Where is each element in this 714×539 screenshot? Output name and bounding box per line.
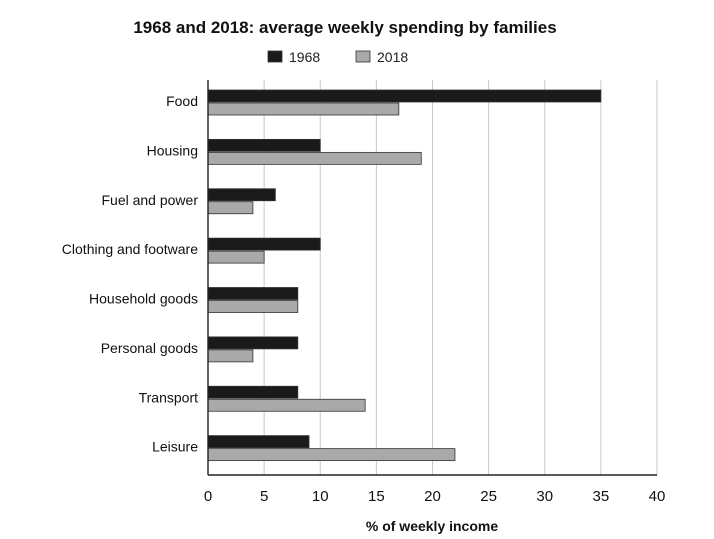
category-label-leisure: Leisure [152, 439, 198, 455]
x-tick-label-15: 15 [368, 488, 385, 505]
category-label-clothing-and-footware: Clothing and footware [62, 241, 198, 257]
legend-label-1968: 1968 [289, 49, 320, 65]
bar-1968-housing [207, 138, 321, 152]
bar-2018-transport [207, 398, 366, 412]
bar-1968-fuel-and-power [207, 188, 276, 202]
gridlines [263, 80, 658, 475]
legend-swatch-1968 [267, 50, 283, 63]
bar-1968-food [207, 89, 602, 103]
x-tick-label-5: 5 [260, 488, 268, 505]
bar-2018-housing [207, 151, 422, 165]
bar-1968-clothing-and-footware [207, 237, 321, 251]
x-tick-label-25: 25 [480, 488, 497, 505]
legend: 1968 2018 [267, 49, 408, 65]
x-tick-label-35: 35 [593, 488, 610, 505]
bars [207, 89, 602, 462]
category-label-food: Food [166, 93, 198, 109]
bar-2018-food [207, 102, 400, 116]
legend-swatch-2018 [355, 50, 371, 63]
chart-title: 1968 and 2018: average weekly spending b… [133, 18, 556, 37]
x-tick-label-10: 10 [312, 488, 329, 505]
category-label-household-goods: Household goods [89, 291, 198, 307]
axes [207, 80, 657, 476]
bar-1968-leisure [207, 435, 310, 449]
x-axis-label: % of weekly income [366, 518, 498, 534]
category-label-personal-goods: Personal goods [101, 340, 198, 356]
category-label-transport: Transport [139, 389, 199, 405]
bar-1968-household-goods [207, 287, 299, 300]
bar-2018-household-goods [207, 300, 299, 313]
legend-label-2018: 2018 [377, 49, 408, 65]
bar-2018-fuel-and-power [207, 201, 254, 215]
bar-1968-transport [207, 385, 299, 399]
x-tick-label-40: 40 [649, 488, 666, 505]
category-label-fuel-and-power: Fuel and power [101, 192, 198, 208]
bar-1968-personal-goods [207, 336, 299, 350]
x-tick-label-30: 30 [536, 488, 553, 505]
category-labels: Food Housing Fuel and power Clothing and fo… [62, 93, 199, 455]
x-tick-label-0: 0 [204, 488, 212, 505]
bar-2018-leisure [207, 448, 456, 462]
bar-2018-clothing-and-footware [207, 250, 265, 264]
x-tick-labels: 0 5 10 15 20 25 30 35 40 [204, 488, 666, 505]
x-tick-label-20: 20 [424, 488, 441, 505]
category-label-housing: Housing [147, 142, 198, 158]
bar-2018-personal-goods [207, 349, 254, 363]
